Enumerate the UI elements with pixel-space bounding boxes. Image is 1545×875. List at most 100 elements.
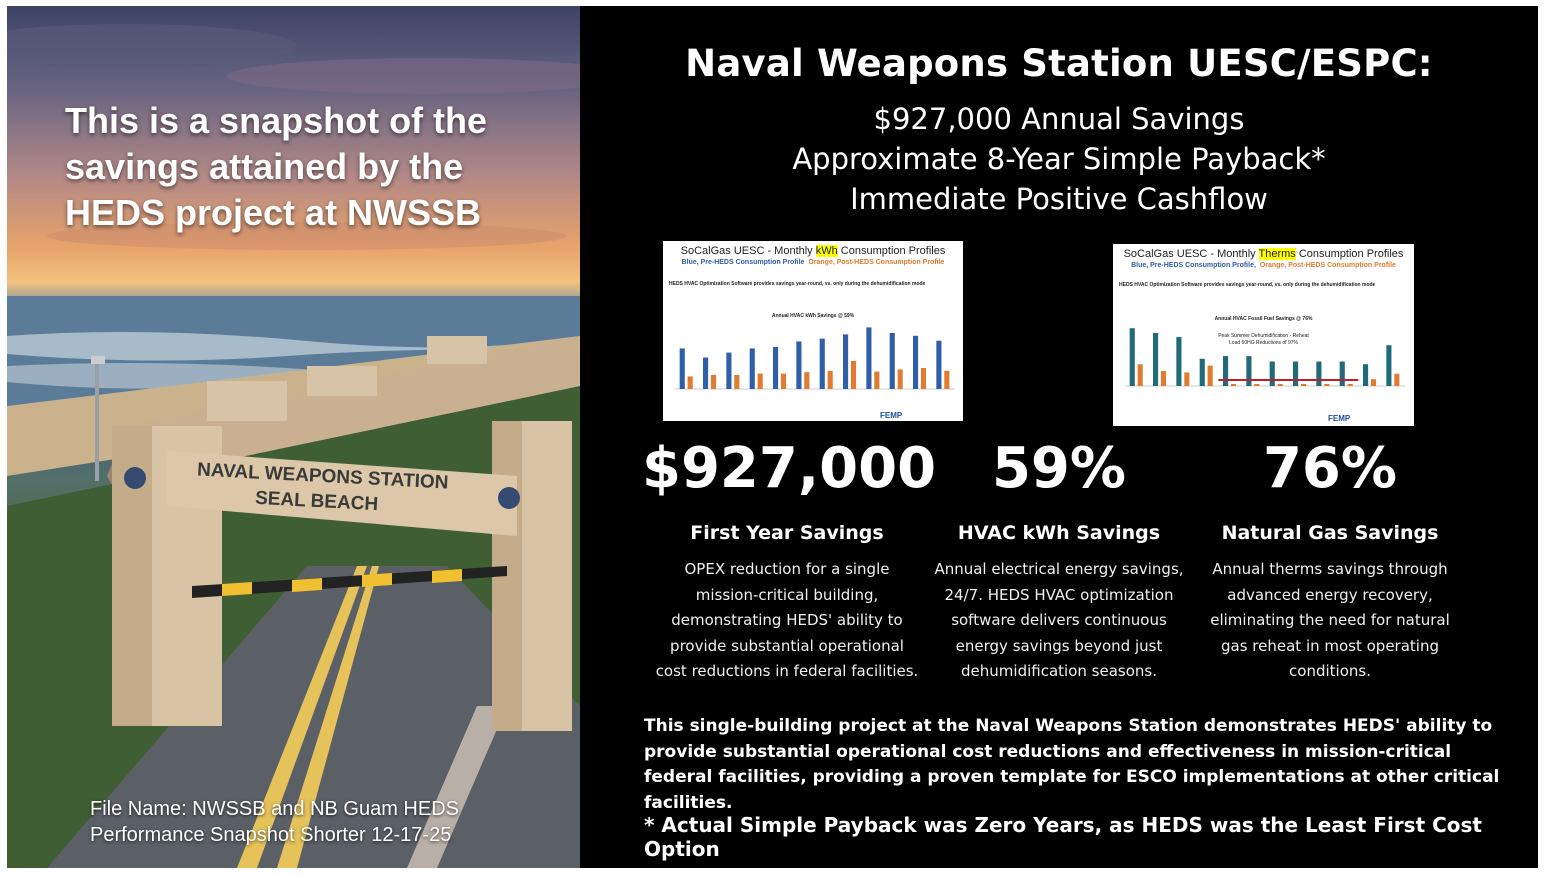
therms-chart-logo: FEMP (1328, 414, 1351, 423)
payback-footnote: * Actual Simple Payback was Zero Years, … (644, 813, 1482, 861)
kwh-post-bar (850, 361, 857, 389)
kwh-post-bar (757, 373, 763, 389)
therms-pre-bar (1129, 328, 1135, 386)
stat-kwh-value: 59% (991, 436, 1127, 501)
therms-post-bar (1230, 383, 1237, 386)
photo-title: This is a snapshot of the savings attain… (65, 100, 488, 233)
therms-post-bar (1347, 383, 1353, 386)
description-line: cost reductions in federal facilities. (655, 662, 919, 680)
therms-pre-bar (1153, 332, 1159, 386)
kwh-pre-bar (866, 327, 872, 389)
kwh-post-bar (687, 376, 693, 389)
gate-photo-illustration (7, 24, 580, 868)
kwh-chart-inner-title: Annual HVAC kWh Savings @ 59% (771, 313, 855, 319)
description-line: provide substantial operational (670, 636, 904, 655)
description-line: dehumidification seasons. (961, 662, 1157, 680)
therms-pre-bar (1363, 364, 1369, 386)
kwh-post-bar (710, 375, 717, 389)
kwh-post-bar (874, 371, 880, 389)
kwh-post-bar (897, 369, 903, 389)
therms-chart-thumbnail: SoCalGas UESC - Monthly Therms Consumpti… (1113, 244, 1414, 426)
kwh-post-bar (734, 375, 740, 389)
kwh-post-bar (827, 370, 833, 389)
description-line: eliminating the need for natural (1210, 611, 1450, 629)
description-line: OPEX reduction for a single (684, 560, 890, 578)
therms-pre-bar (1293, 361, 1299, 386)
stat-gas-label: Natural Gas Savings (1221, 522, 1439, 544)
gate-photo: NAVAL WEAPONS STATION SEAL BEACH This is… (7, 6, 580, 868)
kwh-pre-bar (703, 357, 709, 389)
kwh-chart-thumbnail: SoCalGas UESC - Monthly kWh Consumption … (663, 241, 963, 421)
therms-pre-bar (1269, 361, 1275, 386)
kwh-chart-title: SoCalGas UESC - Monthly kWh Consumption … (680, 245, 946, 257)
therms-post-bar (1137, 364, 1143, 386)
kwh-pre-bar (796, 341, 802, 389)
therms-chart-title: SoCalGas UESC - Monthly Therms Consumpti… (1123, 248, 1404, 260)
file-name-caption: File Name: NWSSB and NB Guam HEDS Perfor… (90, 798, 459, 846)
kwh-chart-legend: Blue, Pre-HEDS Consumption Profile Orang… (681, 259, 945, 266)
therms-bar-chart (1125, 328, 1405, 387)
therms-pre-bar (1316, 361, 1322, 386)
therms-pre-bar (1386, 345, 1392, 386)
stat-gas-description: Annual therms savings through advanced e… (1185, 557, 1475, 685)
description-line: energy savings beyond just (955, 636, 1163, 655)
stat-first-year-value: $927,000 (642, 436, 937, 501)
kwh-post-bar (780, 373, 787, 389)
kwh-post-bar (804, 372, 810, 389)
therms-post-bar (1254, 383, 1260, 386)
therms-post-bar (1300, 383, 1307, 386)
therms-post-bar (1207, 365, 1213, 386)
description-line: 24/7. HEDS HVAC optimization (944, 585, 1174, 604)
stat-first-year-label: First Year Savings (690, 522, 884, 544)
therms-post-bar (1370, 379, 1377, 386)
kwh-post-bar (920, 368, 927, 389)
therms-chart-note: HEDS HVAC Optimization Software provides… (1119, 282, 1376, 288)
page-title: Naval Weapons Station UESC/ESPC: (685, 42, 1433, 85)
stat-kwh-description: Annual electrical energy savings, 24/7. … (914, 557, 1204, 685)
kwh-pre-bar (819, 338, 825, 389)
kwh-pre-bar (679, 348, 685, 389)
stat-kwh-label: HVAC kWh Savings (957, 522, 1161, 544)
kwh-chart-note: HEDS HVAC Optimization Software provides… (669, 281, 926, 287)
kwh-post-bar (944, 370, 950, 389)
therms-pre-bar (1199, 358, 1205, 386)
description-line: advanced energy recovery, (1227, 585, 1433, 604)
description-line: conditions. (1289, 662, 1371, 680)
summary-paragraph: This single-building project at the Nava… (644, 716, 1500, 813)
kwh-pre-bar (936, 340, 942, 389)
therms-pre-bar (1246, 356, 1252, 386)
therms-chart-inner-note2: Load 60HG Reductions of 97% (1229, 340, 1298, 346)
stat-gas-value: 76% (1262, 436, 1398, 501)
description-line: software delivers continuous (951, 611, 1167, 629)
stat-first-year-description: OPEX reduction for a single mission-crit… (642, 557, 932, 685)
therms-chart-inner-note1: Peak Summer Dehumidification - Reheat (1218, 333, 1309, 339)
subheading-payback: Approximate 8-Year Simple Payback* (792, 142, 1326, 176)
therms-post-bar (1160, 371, 1167, 386)
description-line: Annual electrical energy savings, (934, 560, 1184, 578)
kwh-pre-bar (889, 333, 895, 389)
kwh-bar-chart (675, 327, 955, 390)
therms-post-bar (1324, 383, 1330, 386)
therms-post-bar (1277, 383, 1283, 386)
description-line: gas reheat in most operating (1221, 636, 1439, 655)
kwh-pre-bar (726, 352, 732, 389)
kwh-pre-bar (843, 334, 849, 389)
description-line: mission-critical building, (695, 585, 879, 604)
summary-panel: Naval Weapons Station UESC/ESPC: $927,00… (580, 6, 1538, 868)
kwh-chart-logo: FEMP (880, 411, 903, 420)
kwh-pre-bar (749, 348, 755, 389)
subheading-annual-savings: $927,000 Annual Savings (873, 102, 1245, 136)
kwh-pre-bar (913, 335, 919, 389)
therms-post-bar (1184, 372, 1190, 386)
description-line: Annual therms savings through (1212, 560, 1448, 578)
therms-chart-inner-title: Annual HVAC Fossil Fuel Savings @ 76% (1214, 316, 1313, 322)
therms-chart-legend: Blue, Pre-HEDS Consumption Profile, Oran… (1131, 262, 1396, 269)
therms-pre-bar (1339, 361, 1345, 386)
therms-pre-bar (1176, 337, 1182, 386)
kwh-pre-bar (773, 347, 779, 389)
description-line: demonstrating HEDS' ability to (671, 611, 903, 629)
therms-post-bar (1394, 373, 1400, 386)
therms-pre-bar (1223, 356, 1229, 386)
subheading-cashflow: Immediate Positive Cashflow (850, 182, 1268, 216)
